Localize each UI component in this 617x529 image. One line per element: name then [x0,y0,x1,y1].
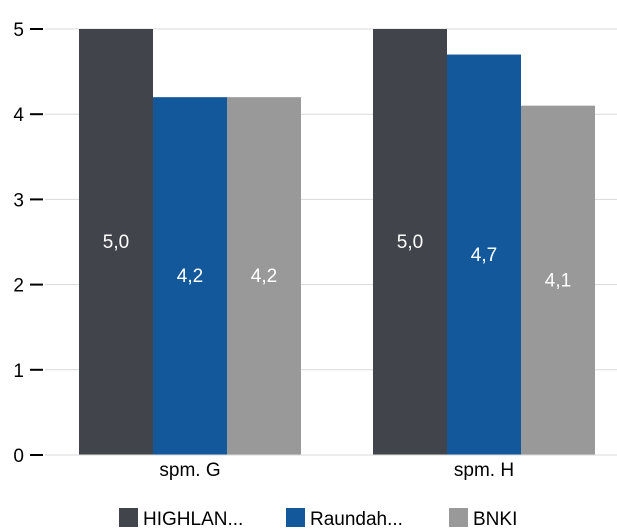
x-category-label-1: spm. G [159,460,220,481]
bar-value-label-3-1: 4,2 [251,266,277,287]
bar-2-1 [153,97,227,455]
bar-1-2 [373,29,447,455]
y-tick-label-4: 4 [13,105,24,126]
legend: HIGHLAN... Raundah... BNKI [119,508,517,529]
legend-swatch-2 [286,508,305,527]
bar-3-2 [521,105,595,456]
y-tick-label-2: 2 [13,276,24,297]
axes: 0 1 2 3 4 5 spm. G spm. H [13,20,617,481]
bar-value-labels: 5,0 5,0 4,2 4,7 4,2 4,1 [103,232,571,291]
x-category-label-2: spm. H [454,460,514,481]
bar-value-label-2-2: 4,7 [471,245,497,266]
y-tick-label-1: 1 [13,361,24,382]
bar-2-2 [447,54,521,456]
bar-value-label-3-2: 4,1 [545,270,571,291]
bar-value-label-1-1: 5,0 [103,232,129,253]
y-tick-label-0: 0 [13,446,24,467]
y-tick-label-3: 3 [13,190,24,211]
y-tick-label-5: 5 [13,20,24,41]
legend-swatch-3 [449,508,468,527]
bar-value-label-2-1: 4,2 [177,266,203,287]
bars [79,29,595,456]
legend-label-1: HIGHLAN... [143,509,243,529]
bar-value-label-1-2: 5,0 [397,232,423,253]
bar-3-1 [227,97,301,455]
legend-swatch-1 [119,508,138,527]
legend-label-2: Raundah... [310,509,403,529]
bar-1-1 [79,29,153,455]
legend-label-3: BNKI [473,509,517,529]
